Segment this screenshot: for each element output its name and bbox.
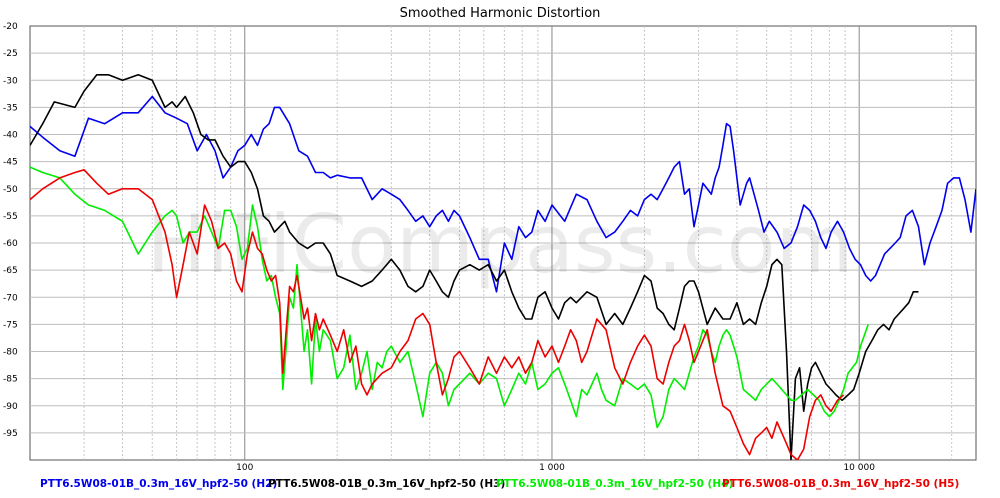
legend-item-h2: PTT6.5W08-01B_0.3m_16V_hpf2-50 (H2) [40,478,278,490]
x-axis-tick-labels: 100 1 000 10 000 [236,463,875,473]
y-tick-label: -85 [3,375,18,385]
series-line-h4 [30,166,869,429]
y-tick-label: -70 [3,293,18,303]
series-line-h2 [30,95,976,293]
y-tick-label: -90 [3,402,18,412]
y-tick-label: -65 [3,266,18,276]
legend-item-h3: PTT6.5W08-01B_0.3m_16V_hpf2-50 (H3) [268,478,506,490]
y-tick-label: -35 [3,103,18,113]
major-gridlines [30,26,976,460]
series-line-h3 [30,74,919,460]
y-tick-label: -60 [3,239,18,249]
legend: PTT6.5W08-01B_0.3m_16V_hpf2-50 (H2) PTT6.… [0,478,1000,496]
y-tick-label: -25 [3,49,18,59]
y-tick-label: -95 [3,429,18,439]
legend-item-h5: PTT6.5W08-01B_0.3m_16V_hpf2-50 (H5) [722,478,960,490]
x-tick-label: 10 000 [843,463,875,473]
y-tick-label: -75 [3,320,18,330]
series-line-h5 [30,169,845,460]
y-tick-label: -80 [3,348,18,358]
x-tick-label: 1 000 [539,463,565,473]
y-tick-label: -45 [3,158,18,168]
y-tick-label: -55 [3,212,18,222]
legend-item-h4: PTT6.5W08-01B_0.3m_16V_hpf2-50 (H4) [496,478,734,490]
y-tick-label: -50 [3,185,18,195]
chart-title: Smoothed Harmonic Distortion [399,6,601,21]
series-lines [30,74,976,460]
y-axis-tick-labels: -20 -25 -30 -35 -40 -45 -50 -55 -60 -65 -70 -75 -80 -… [3,22,18,439]
y-tick-label: -30 [3,76,18,86]
y-tick-label: -40 [3,131,18,141]
y-tick-label: -20 [3,22,18,32]
x-tick-label: 100 [236,463,253,473]
